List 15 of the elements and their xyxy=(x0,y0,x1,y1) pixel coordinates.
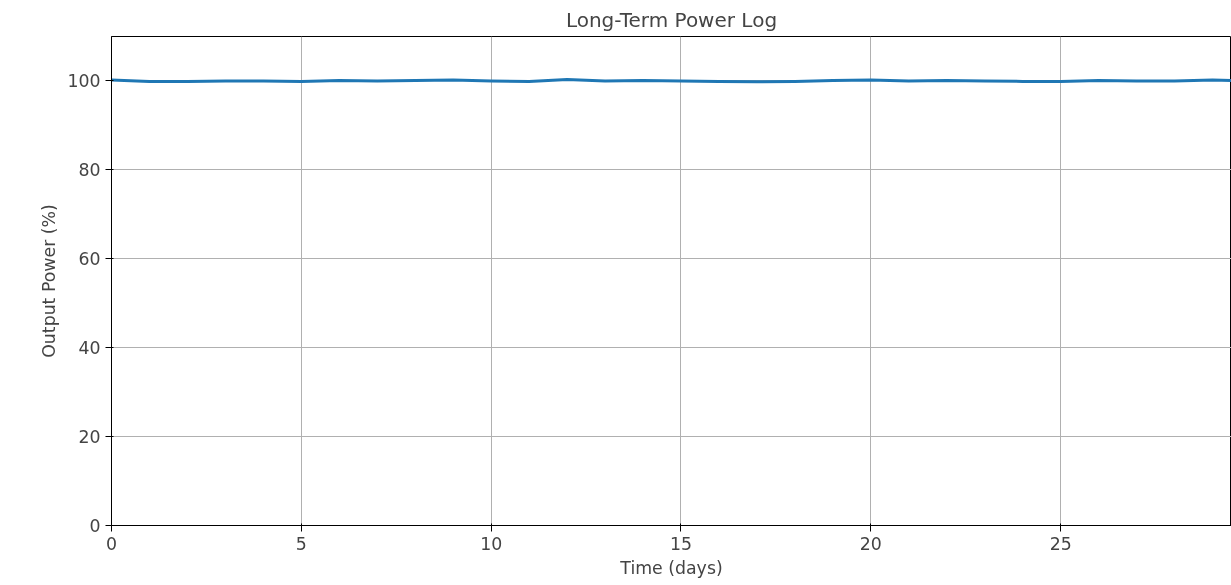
y-tick-label: 100 xyxy=(67,71,101,92)
x-axis-title: Time (days) xyxy=(619,557,723,578)
x-tick-label: 0 xyxy=(105,533,118,554)
y-tick-label: 80 xyxy=(78,160,101,181)
chart-title: Long-Term Power Log xyxy=(565,7,778,32)
x-tick-label: 20 xyxy=(859,533,882,554)
x-tick-label: 25 xyxy=(1049,533,1072,554)
x-tick-label: 10 xyxy=(480,533,503,554)
y-tick-label: 0 xyxy=(89,516,101,536)
y-tick-label: 20 xyxy=(78,427,101,448)
y-axis-title: Output Power (%) xyxy=(39,204,60,358)
y-tick-label: 60 xyxy=(78,249,101,270)
x-tick-label: 5 xyxy=(295,533,307,554)
y-tick-label: 40 xyxy=(78,338,101,359)
x-tick-label: 15 xyxy=(669,533,693,554)
